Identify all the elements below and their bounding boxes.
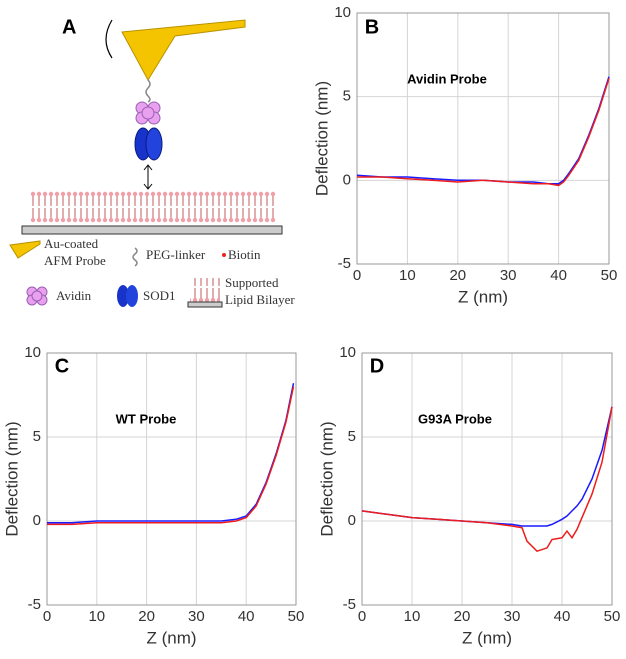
line-series bbox=[47, 383, 295, 524]
biotin-icon bbox=[222, 253, 226, 257]
x-tick-label: 0 bbox=[353, 267, 361, 284]
y-tick-label: 10 bbox=[339, 344, 356, 361]
legend-label: Au-coated bbox=[44, 236, 99, 251]
x-tick-label: 20 bbox=[449, 267, 466, 284]
x-tick-label: 40 bbox=[550, 267, 567, 284]
y-tick-label: 5 bbox=[343, 88, 351, 105]
x-axis-label: Z (nm) bbox=[462, 628, 512, 647]
panel-label: D bbox=[370, 355, 384, 377]
x-tick-label: 0 bbox=[43, 608, 51, 625]
x-tick-label: 30 bbox=[188, 608, 205, 625]
x-tick-label: 40 bbox=[238, 608, 255, 625]
linker-icon bbox=[132, 247, 138, 267]
x-tick-label: 10 bbox=[404, 608, 421, 625]
oscillation-arrow bbox=[105, 19, 113, 59]
y-tick-label: 0 bbox=[348, 512, 356, 529]
legend-label: Avidin bbox=[56, 288, 92, 303]
legend-label: Biotin bbox=[228, 247, 261, 262]
y-axis-label: Deflection (nm) bbox=[317, 421, 336, 536]
x-axis-label: Z (nm) bbox=[458, 287, 508, 306]
probe-icon bbox=[9, 240, 41, 259]
avidin bbox=[135, 101, 161, 125]
line-series bbox=[361, 406, 613, 553]
plot-frame bbox=[46, 352, 297, 606]
x-tick-label: 40 bbox=[554, 608, 571, 625]
panel-a: A Au-coated AFM Probe PEG-linker Biotin … bbox=[9, 16, 295, 308]
afm-probe bbox=[121, 19, 246, 81]
y-tick-label: -5 bbox=[338, 255, 351, 272]
legend-label: PEG-linker bbox=[146, 247, 206, 262]
sod1-icon bbox=[117, 285, 129, 307]
line-series bbox=[356, 76, 610, 185]
y-tick-label: 10 bbox=[24, 344, 41, 361]
x-tick-label: 20 bbox=[454, 608, 471, 625]
sod1 bbox=[145, 127, 163, 161]
panel-label: B bbox=[365, 16, 379, 38]
x-tick-label: 30 bbox=[500, 267, 517, 284]
x-tick-label: 50 bbox=[288, 608, 305, 625]
y-tick-label: 5 bbox=[348, 428, 356, 445]
x-tick-label: 10 bbox=[88, 608, 105, 625]
x-axis-label: Z (nm) bbox=[146, 628, 196, 647]
bilayer-icon bbox=[190, 278, 220, 302]
plot-frame bbox=[361, 352, 613, 606]
legend-label: SOD1 bbox=[143, 288, 176, 303]
panel-label: C bbox=[55, 355, 69, 377]
x-tick-label: 0 bbox=[358, 608, 366, 625]
line-series bbox=[357, 78, 610, 187]
linker bbox=[145, 79, 151, 103]
y-tick-label: 5 bbox=[33, 428, 41, 445]
panel-label: A bbox=[62, 16, 76, 38]
y-tick-label: -5 bbox=[28, 596, 41, 613]
plot-frame bbox=[356, 12, 610, 265]
y-tick-label: 0 bbox=[33, 512, 41, 529]
annotation: Avidin Probe bbox=[407, 71, 487, 86]
double-arrow bbox=[143, 164, 153, 190]
y-tick-label: 10 bbox=[334, 4, 351, 21]
x-tick-label: 20 bbox=[138, 608, 155, 625]
x-tick-label: 50 bbox=[604, 608, 621, 625]
line-series bbox=[47, 386, 295, 526]
y-tick-label: 0 bbox=[343, 171, 351, 188]
lipid-bilayer bbox=[30, 190, 276, 226]
legend-label: Lipid Bilayer bbox=[225, 292, 295, 307]
x-tick-label: 10 bbox=[399, 267, 416, 284]
annotation: G93A Probe bbox=[418, 411, 492, 426]
y-axis-label: Deflection (nm) bbox=[2, 421, 21, 536]
y-tick-label: -5 bbox=[343, 596, 356, 613]
sod1-icon bbox=[126, 285, 138, 307]
substrate bbox=[21, 225, 283, 235]
legend-label: Supported bbox=[225, 275, 279, 290]
y-axis-label: Deflection (nm) bbox=[312, 81, 331, 196]
substrate-icon bbox=[187, 301, 223, 308]
avidin-icon bbox=[26, 286, 48, 306]
x-tick-label: 30 bbox=[504, 608, 521, 625]
annotation: WT Probe bbox=[116, 411, 177, 426]
x-tick-label: 50 bbox=[601, 267, 618, 284]
legend-label: AFM Probe bbox=[44, 253, 106, 268]
